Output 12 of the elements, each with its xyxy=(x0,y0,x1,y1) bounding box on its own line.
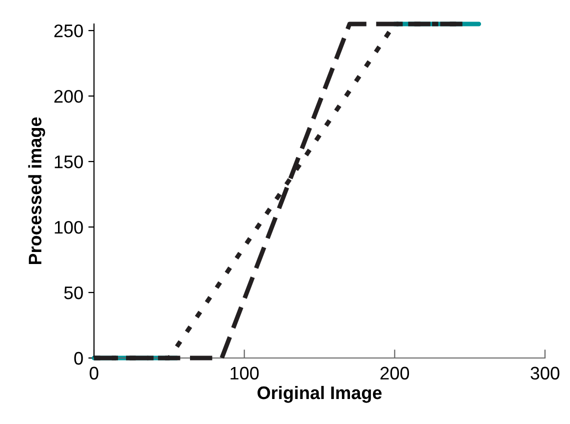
y-tick-label: 200 xyxy=(54,90,83,103)
y-tick-label: 250 xyxy=(54,24,83,38)
x-tick-label: 0 xyxy=(90,366,98,380)
y-tick-label: 0 xyxy=(74,352,83,365)
y-tick-label: 150 xyxy=(54,155,83,168)
y-tick-label: 100 xyxy=(54,220,83,234)
x-tick-label: 200 xyxy=(380,366,410,380)
y-tick-label: 50 xyxy=(64,286,83,300)
x-tick-label: 100 xyxy=(230,366,259,380)
x-tick-label: 300 xyxy=(530,366,560,380)
x-axis-title: Original Image xyxy=(258,386,382,403)
y-axis-title: Processed image xyxy=(28,117,46,264)
